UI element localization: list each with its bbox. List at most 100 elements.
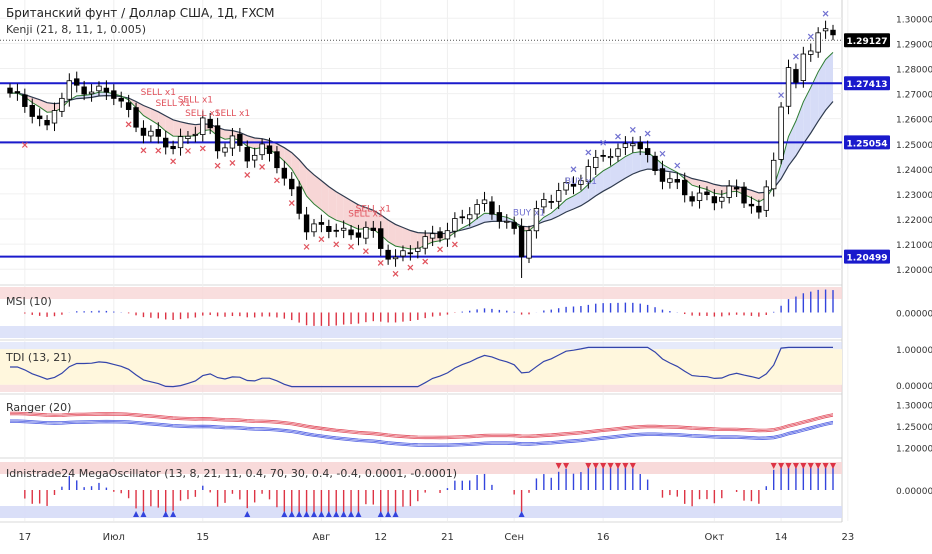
buy-signal-label: BUY x1 xyxy=(565,177,597,187)
candle-body xyxy=(8,88,13,93)
level-badge-label: 1.25054 xyxy=(847,139,888,149)
candle-body xyxy=(215,126,220,151)
msi-lower-band xyxy=(0,326,842,338)
indicator-tick-label: 0.00000 xyxy=(896,487,932,497)
candle-body xyxy=(801,54,806,81)
candle-body xyxy=(401,251,406,256)
candle-body xyxy=(631,144,636,146)
candle-body xyxy=(238,134,243,145)
candle-body xyxy=(45,120,50,125)
megaosc-lower-band xyxy=(0,506,842,518)
price-tick-label: 1.30000 xyxy=(896,15,932,25)
indicator-tick-label: 1.30000 xyxy=(896,402,932,412)
time-tick-label: 16 xyxy=(597,532,610,543)
time-tick-label: 12 xyxy=(374,532,387,543)
indicator-tick-label: 1.20000 xyxy=(896,444,932,454)
candle-body xyxy=(267,146,272,154)
candle-body xyxy=(460,217,465,218)
candle-body xyxy=(727,186,732,197)
candle-body xyxy=(490,202,495,214)
candle-body xyxy=(245,147,250,161)
time-tick-label: Июл xyxy=(103,532,125,543)
candle-body xyxy=(356,233,361,237)
candle-body xyxy=(200,118,205,135)
msi-upper-band xyxy=(0,287,842,299)
price-tick-label: 1.28000 xyxy=(896,65,932,75)
candle-body xyxy=(675,179,680,182)
candle-body xyxy=(208,119,213,127)
candle-body xyxy=(749,204,754,206)
candle-body xyxy=(327,226,332,231)
candle-body xyxy=(423,237,428,249)
candle-body xyxy=(60,98,65,111)
candle-body xyxy=(319,222,324,224)
candle-body xyxy=(393,257,398,259)
candle-body xyxy=(364,227,369,238)
level-badge-label: 1.27413 xyxy=(847,80,888,90)
candle-body xyxy=(453,219,458,232)
ma-cloud-segment xyxy=(181,122,188,136)
tdi-lower-band xyxy=(0,385,842,392)
candle-body xyxy=(779,107,784,159)
indicator-tick-label: 0.00000 xyxy=(896,310,932,320)
ma-cloud-segment xyxy=(410,230,417,249)
candle-body xyxy=(430,234,435,238)
candle-body xyxy=(186,136,191,138)
price-tick-label: 1.27000 xyxy=(896,91,932,101)
candle-body xyxy=(193,134,198,135)
candle-body xyxy=(467,215,472,219)
price-tick-label: 1.21000 xyxy=(896,241,932,251)
ma-cloud-segment xyxy=(396,224,403,247)
sell-signal-label: SELL x1 xyxy=(356,204,391,214)
ranger-pane-title: Ranger (20) xyxy=(6,401,71,414)
candle-body xyxy=(504,221,509,222)
candle-body xyxy=(786,68,791,107)
sell-signal-label: SELL x1 xyxy=(178,95,213,105)
ma-cloud-segment xyxy=(403,227,410,249)
candle-body xyxy=(52,111,57,123)
candle-body xyxy=(163,138,168,147)
candle-body xyxy=(23,95,28,107)
candle-body xyxy=(149,131,154,136)
candle-body xyxy=(653,156,658,170)
candle-body xyxy=(519,226,524,256)
candle-body xyxy=(178,137,183,148)
candle-body xyxy=(497,213,502,222)
candle-body xyxy=(682,180,687,195)
candle-body xyxy=(601,155,606,156)
candle-body xyxy=(475,204,480,214)
candle-body xyxy=(438,232,443,238)
megaosc-pane-title: Idnistrade24 MegaOscillator (13, 8, 21, … xyxy=(6,467,457,480)
candle-body xyxy=(74,79,79,85)
buy-signal-label: BUY x1 xyxy=(513,208,545,218)
candle-body xyxy=(771,160,776,188)
candle-body xyxy=(705,192,710,195)
candle-body xyxy=(697,193,702,201)
candle-body xyxy=(757,206,762,212)
candle-body xyxy=(97,86,102,91)
candle-body xyxy=(171,146,176,148)
candle-body xyxy=(386,250,391,259)
candle-body xyxy=(482,200,487,204)
price-tick-label: 1.29000 xyxy=(896,40,932,50)
candle-body xyxy=(312,224,317,232)
candle-body xyxy=(223,148,228,152)
ma-cloud-segment xyxy=(173,120,180,136)
price-tick-label: 1.26000 xyxy=(896,116,932,126)
time-tick-label: 21 xyxy=(441,532,454,543)
candle-body xyxy=(608,156,613,157)
candle-body xyxy=(282,168,287,178)
ma-cloud-segment xyxy=(336,192,343,223)
candle-body xyxy=(37,116,42,119)
candle-body xyxy=(645,148,650,154)
candle-body xyxy=(89,92,94,94)
candle-body xyxy=(512,223,517,229)
indicator-title: Kenji (21, 8, 11, 1, 0.005) xyxy=(6,23,146,36)
price-tick-label: 1.20000 xyxy=(896,266,932,276)
candle-body xyxy=(67,81,72,100)
candle-body xyxy=(252,155,257,160)
candle-body xyxy=(593,157,598,167)
candle-body xyxy=(119,98,124,101)
price-tick-label: 1.22000 xyxy=(896,216,932,226)
